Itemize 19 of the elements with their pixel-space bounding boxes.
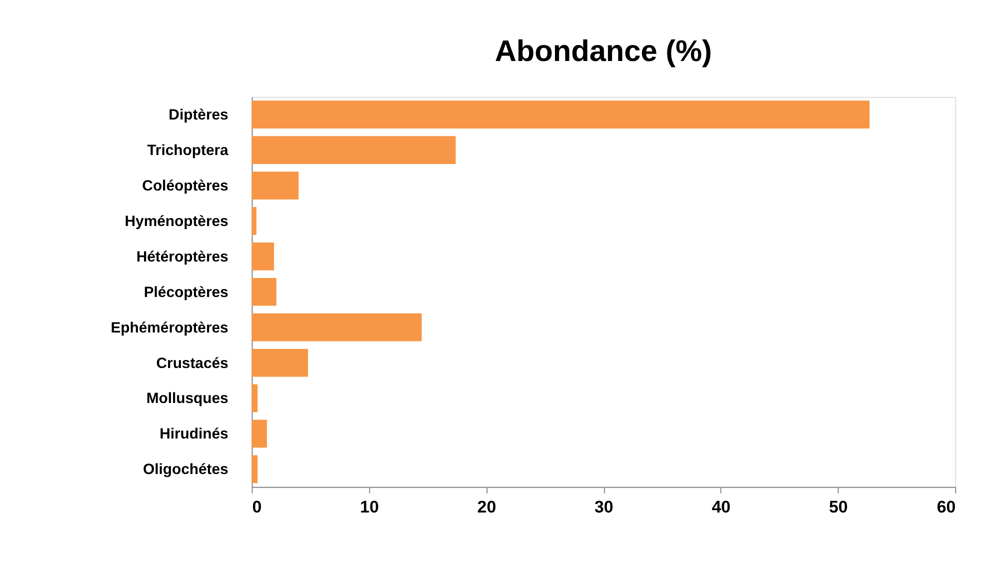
x-tick-label: 30 [594,497,614,516]
y-tick-label: Diptères [168,106,228,124]
y-tick-label: Trichoptera [147,142,230,160]
y-tick-label: Crustacés [156,354,228,372]
y-tick-label: Hyménoptères [124,212,228,230]
x-tick-label: 0 [252,497,262,516]
y-tick-label: Coléoptères [142,177,228,194]
y-tick-label: Plécoptères [144,284,228,301]
x-tick-label: 50 [829,497,848,516]
x-tick-label: 40 [712,497,731,516]
chart-title: Abondance (%) [494,35,712,68]
y-tick-label: Oligochétes [143,461,228,478]
x-tick-label: 10 [360,497,379,516]
x-tick-label: 20 [477,497,496,516]
y-tick-label: Hirudinés [160,426,228,443]
y-tick-label: Mollusques [146,390,228,408]
y-tick-label: Hétéroptères [136,248,228,266]
y-tick-label: Ephéméroptères [110,319,228,336]
x-tick-label: 60 [936,497,956,516]
